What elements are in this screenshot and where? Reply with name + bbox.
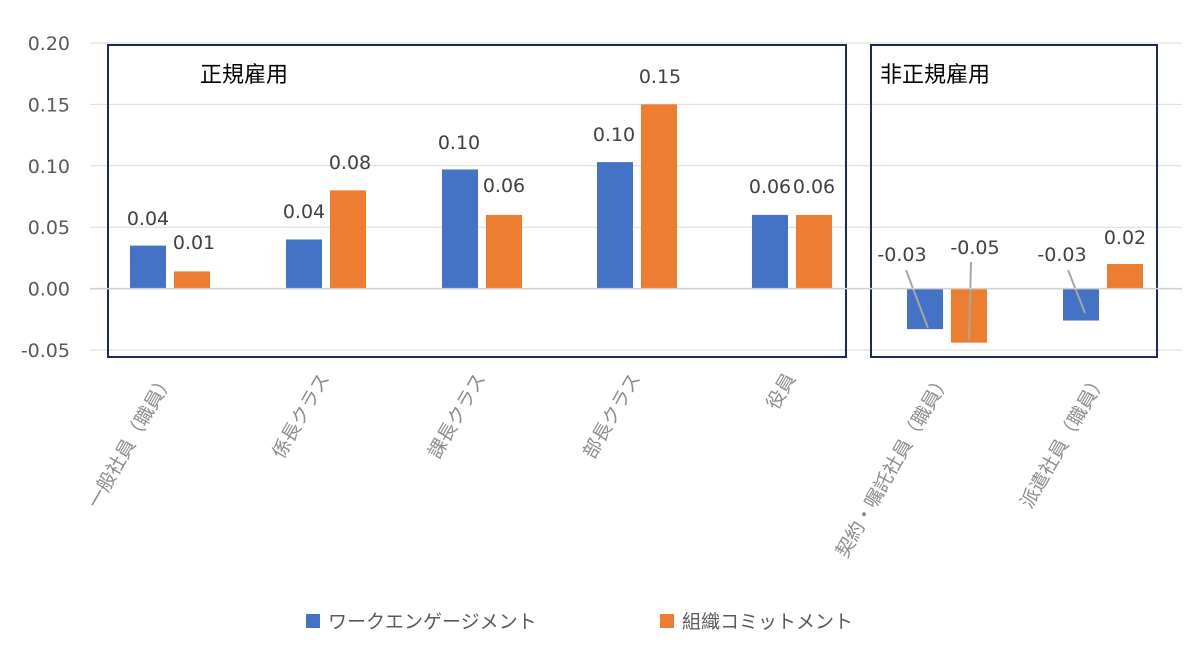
bar <box>641 104 677 289</box>
group-label: 正規雇用 <box>200 63 288 88</box>
category-label: 一般社員（職員） <box>83 370 178 513</box>
data-label: 0.06 <box>749 176 791 198</box>
bar <box>330 190 366 289</box>
bar <box>442 169 478 289</box>
legend-swatch <box>660 614 674 628</box>
bar <box>174 271 210 289</box>
bar <box>796 214 832 289</box>
data-label: 0.15 <box>639 66 681 88</box>
group-label: 非正規雇用 <box>880 63 990 88</box>
category-label: 課長クラス <box>424 370 490 463</box>
category-label: 係長クラス <box>268 370 334 463</box>
leader-line <box>905 269 929 329</box>
bar <box>1107 264 1143 289</box>
y-tick-label: 0.05 <box>28 217 70 239</box>
legend-swatch <box>306 614 320 628</box>
legend-label: ワークエンゲージメント <box>328 611 537 633</box>
legend-label: 組織コミットメント <box>682 611 853 633</box>
category-label: 部長クラス <box>579 370 645 463</box>
data-label: 0.04 <box>283 201 325 223</box>
category-label: 役員 <box>762 370 800 414</box>
group-box <box>107 44 847 358</box>
data-label: 0.08 <box>329 152 371 174</box>
bar <box>752 214 788 289</box>
leader-line <box>1067 269 1086 314</box>
bar <box>907 288 943 330</box>
data-label: -0.03 <box>1037 244 1086 266</box>
data-label: 0.10 <box>593 124 635 146</box>
leader-line <box>968 261 972 341</box>
data-label: 0.02 <box>1104 227 1146 249</box>
data-label: -0.05 <box>950 237 999 259</box>
bar <box>130 245 166 289</box>
data-label: 0.06 <box>483 175 525 197</box>
y-tick-label: -0.05 <box>21 340 70 362</box>
data-label: 0.06 <box>793 176 835 198</box>
y-tick-label: 0.10 <box>28 156 70 178</box>
category-label: 派遣社員（職員） <box>1016 370 1111 513</box>
bar <box>597 162 633 289</box>
bar <box>286 239 322 289</box>
bar <box>486 214 522 289</box>
data-label: -0.03 <box>877 244 926 266</box>
y-tick-label: 0.00 <box>28 279 70 301</box>
y-tick-label: 0.15 <box>28 94 70 116</box>
data-label: 0.01 <box>173 232 215 254</box>
category-label: 契約・嘱託社員（職員） <box>832 370 956 562</box>
group-box <box>870 44 1158 358</box>
data-label: 0.04 <box>127 208 169 230</box>
y-tick-label: 0.20 <box>28 33 70 55</box>
data-label: 0.10 <box>438 132 480 154</box>
